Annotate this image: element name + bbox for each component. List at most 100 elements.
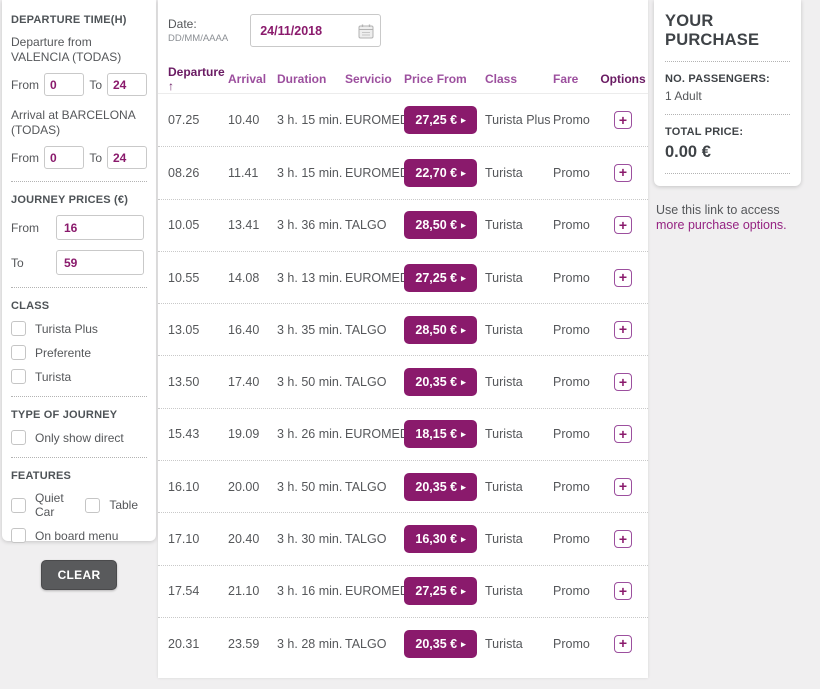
cell-class: Turista	[485, 322, 523, 337]
add-options-button[interactable]: +	[614, 111, 632, 130]
price-value: 27,25 €	[415, 584, 458, 599]
arrival-to-input[interactable]	[107, 146, 147, 169]
clear-button[interactable]: CLEAR	[40, 560, 118, 590]
price-button[interactable]: 27,25 € ▸	[404, 577, 477, 606]
checkbox-icon[interactable]	[11, 497, 26, 513]
price-arrow-icon: ▸	[461, 534, 466, 545]
cell-arrival: 19.09	[228, 427, 260, 442]
price-value: 28,50 €	[415, 322, 458, 337]
add-options-button[interactable]: +	[614, 634, 632, 653]
checkbox-label: Quiet Car	[35, 491, 64, 519]
price-to-input[interactable]	[56, 250, 144, 275]
calendar-icon[interactable]	[358, 23, 374, 39]
total-price-label: TOTAL PRICE:	[665, 126, 744, 138]
price-button[interactable]: 18,15 € ▸	[404, 420, 477, 449]
price-button[interactable]: 28,50 € ▸	[404, 315, 477, 344]
only-show-direct-option[interactable]: Only show direct	[11, 430, 147, 445]
plus-icon: +	[618, 373, 628, 390]
cell-options: +	[600, 320, 646, 339]
passengers-label: NO. PASSENGERS:	[665, 73, 770, 85]
feature-on-board-menu[interactable]: On board menu	[11, 528, 147, 543]
price-value: 20,35 €	[415, 636, 458, 651]
price-button[interactable]: 20,35 € ▸	[404, 368, 477, 397]
column-header-servicio[interactable]: Servicio	[345, 71, 392, 86]
price-arrow-icon: ▸	[461, 586, 466, 597]
table-row: 10.55 14.08 3 h. 13 min. EUROMED 27,25 €…	[158, 250, 648, 303]
price-arrow-icon: ▸	[461, 481, 466, 492]
cell-arrival: 17.40	[228, 375, 260, 390]
cell-price: 28,50 € ▸	[404, 211, 485, 240]
features-title: FEATURES	[11, 470, 72, 482]
more-purchase-options-link[interactable]: more purchase options.	[656, 218, 787, 232]
price-from-input[interactable]	[56, 215, 144, 240]
checkbox-icon[interactable]	[11, 345, 26, 360]
add-options-button[interactable]: +	[614, 320, 632, 339]
column-header-departure[interactable]: Departure ↑	[168, 64, 225, 93]
price-from-row: From	[11, 215, 147, 240]
column-header-options: Options	[600, 71, 646, 86]
checkbox-icon[interactable]	[11, 430, 26, 445]
add-options-button[interactable]: +	[614, 373, 632, 392]
price-button[interactable]: 20,35 € ▸	[404, 472, 477, 501]
class-option-turista-plus[interactable]: Turista Plus	[11, 321, 147, 336]
price-button[interactable]: 22,70 € ▸	[404, 158, 477, 187]
cell-price: 20,35 € ▸	[404, 472, 485, 501]
arrival-from-input[interactable]	[44, 146, 84, 169]
cell-arrival: 11.41	[228, 165, 259, 180]
more-options-text: Use this link to access more purchase op…	[656, 203, 808, 233]
price-button[interactable]: 28,50 € ▸	[404, 211, 477, 240]
add-options-button[interactable]: +	[614, 268, 632, 287]
column-header-duration[interactable]: Duration	[277, 71, 327, 86]
departure-from-label: Departure from VALENCIA (TODAS)	[11, 35, 122, 64]
arrival-at-label: Arrival at BARCELONA (TODAS)	[11, 108, 136, 137]
feature-quiet-car[interactable]: Quiet Car	[11, 491, 76, 519]
cell-arrival: 16.40	[228, 322, 260, 337]
cell-servicio: TALGO	[345, 532, 387, 547]
departure-from-input[interactable]	[44, 73, 84, 96]
column-header-price-from[interactable]: Price From	[404, 71, 467, 86]
cell-class: Turista	[485, 270, 523, 285]
cell-price: 18,15 € ▸	[404, 420, 485, 449]
price-arrow-icon: ▸	[461, 377, 466, 388]
table-row: 10.05 13.41 3 h. 36 min. TALGO 28,50 € ▸…	[158, 198, 648, 251]
cell-class: Turista	[485, 532, 523, 547]
purchase-title: YOUR PURCHASE	[665, 12, 760, 49]
add-options-button[interactable]: +	[614, 163, 632, 182]
price-button[interactable]: 16,30 € ▸	[404, 525, 477, 554]
cell-servicio: TALGO	[345, 218, 387, 233]
column-header-fare[interactable]: Fare	[553, 71, 579, 86]
add-options-button[interactable]: +	[614, 530, 632, 549]
checkbox-icon[interactable]	[11, 528, 26, 543]
date-label: Date:	[168, 17, 197, 31]
sort-ascending-icon[interactable]: ↑	[168, 78, 174, 93]
column-header-arrival[interactable]: Arrival	[228, 71, 267, 86]
cell-class: Turista	[485, 636, 523, 651]
filters-sidebar: DEPARTURE TIME(H) Departure from VALENCI…	[2, 0, 156, 590]
table-row: 07.25 10.40 3 h. 15 min. EUROMED 27,25 €…	[158, 94, 648, 146]
price-button[interactable]: 20,35 € ▸	[404, 629, 477, 658]
cell-options: +	[600, 163, 646, 182]
departure-to-input[interactable]	[107, 73, 147, 96]
checkbox-label: Turista	[35, 369, 72, 384]
price-button[interactable]: 27,25 € ▸	[404, 106, 477, 135]
price-arrow-icon: ▸	[461, 429, 466, 440]
cell-price: 16,30 € ▸	[404, 525, 485, 554]
add-options-button[interactable]: +	[614, 582, 632, 601]
feature-table[interactable]: Table	[85, 497, 138, 513]
price-button[interactable]: 27,25 € ▸	[404, 263, 477, 292]
column-header-class[interactable]: Class	[485, 71, 518, 86]
add-options-button[interactable]: +	[614, 216, 632, 235]
checkbox-icon[interactable]	[85, 497, 101, 513]
checkbox-icon[interactable]	[11, 321, 26, 336]
price-arrow-icon: ▸	[461, 272, 466, 283]
cell-options: +	[600, 373, 646, 392]
cell-class: Turista	[485, 584, 523, 599]
class-option-preferente[interactable]: Preferente	[11, 345, 147, 360]
add-options-button[interactable]: +	[614, 425, 632, 444]
checkbox-icon[interactable]	[11, 369, 26, 384]
class-option-turista[interactable]: Turista	[11, 369, 147, 384]
cell-fare: Promo	[553, 322, 590, 337]
cell-servicio: TALGO	[345, 375, 387, 390]
divider	[11, 396, 147, 397]
add-options-button[interactable]: +	[614, 477, 632, 496]
